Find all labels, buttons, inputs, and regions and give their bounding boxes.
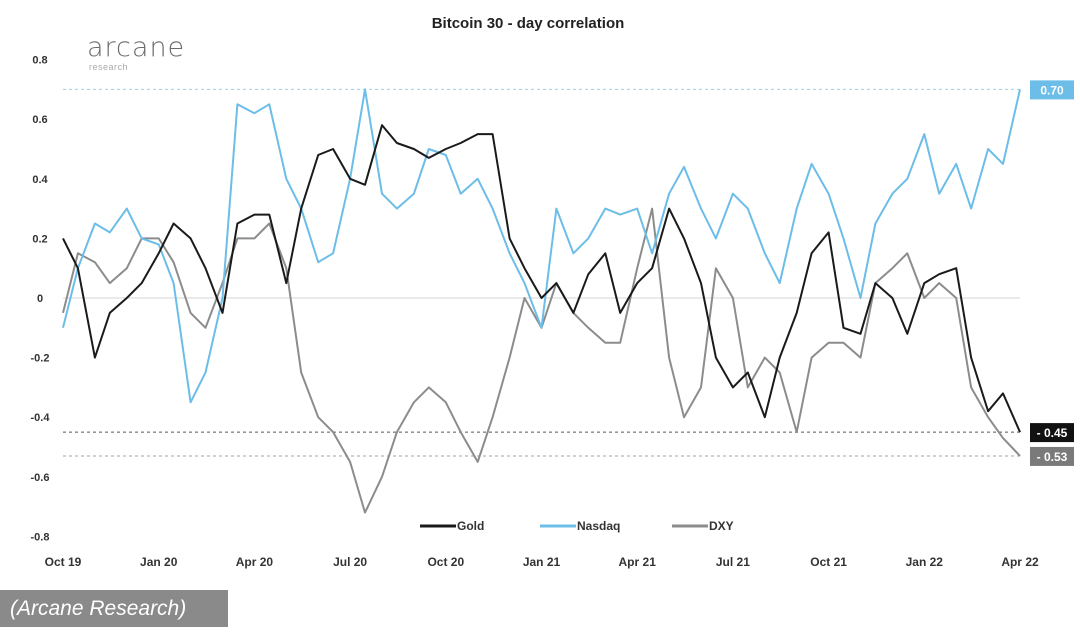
y-tick-label: -0.4 <box>31 412 51 424</box>
legend-label: DXY <box>709 519 734 533</box>
x-tick-label: Oct 19 <box>45 555 82 569</box>
y-tick-label: 0.4 <box>32 174 48 186</box>
legend: Gold Nasdaq DXY <box>420 519 734 533</box>
y-tick-label: 0.2 <box>32 233 47 245</box>
y-tick-label: 0.8 <box>32 55 47 67</box>
x-tick-label: Apr 21 <box>619 555 657 569</box>
series-line-dxy <box>62 207 1021 514</box>
y-tick-label: -0.6 <box>31 472 50 484</box>
x-tick-label: Jul 20 <box>333 555 367 569</box>
x-tick-label: Oct 20 <box>427 555 464 569</box>
x-tick-label: Jan 22 <box>906 555 944 569</box>
x-tick-label: Apr 22 <box>1001 555 1039 569</box>
legend-label: Nasdaq <box>577 519 620 533</box>
x-tick-label: Apr 20 <box>236 555 274 569</box>
series-lines <box>62 88 1021 514</box>
x-tick-label: Jan 21 <box>523 555 561 569</box>
y-tick-label: -0.2 <box>31 353 50 365</box>
value-label: 0.70 <box>1040 83 1064 97</box>
x-axis: Oct 19 Jan 20 Apr 20 Jul 20 Oct 20 Jan 21 Apr … <box>45 555 1039 569</box>
value-label-box <box>1030 80 1074 100</box>
value-label-box <box>1030 423 1074 443</box>
legend-label: Gold <box>457 519 484 533</box>
source-caption: (Arcane Research) <box>0 590 228 627</box>
logo-sub: research <box>89 62 129 72</box>
arcane-logo: arcane research <box>87 32 186 73</box>
series-line-gold <box>62 124 1021 433</box>
y-tick-label: -0.8 <box>31 531 50 543</box>
chart-title: Bitcoin 30 - day correlation <box>432 15 625 32</box>
series-line-nasdaq <box>62 88 1021 404</box>
value-label: - 0.53 <box>1037 450 1068 464</box>
x-tick-label: Jan 20 <box>140 555 178 569</box>
value-label-box <box>1030 446 1074 466</box>
x-tick-label: Jul 21 <box>716 555 750 569</box>
y-tick-label: 0 <box>37 293 43 305</box>
value-label: - 0.45 <box>1037 426 1068 440</box>
y-tick-label: 0.6 <box>32 114 47 126</box>
logo-name: arcane <box>87 32 186 63</box>
x-tick-label: Oct 21 <box>810 555 847 569</box>
value-labels: 0.70 - 0.45 - 0.53 <box>1030 80 1074 466</box>
